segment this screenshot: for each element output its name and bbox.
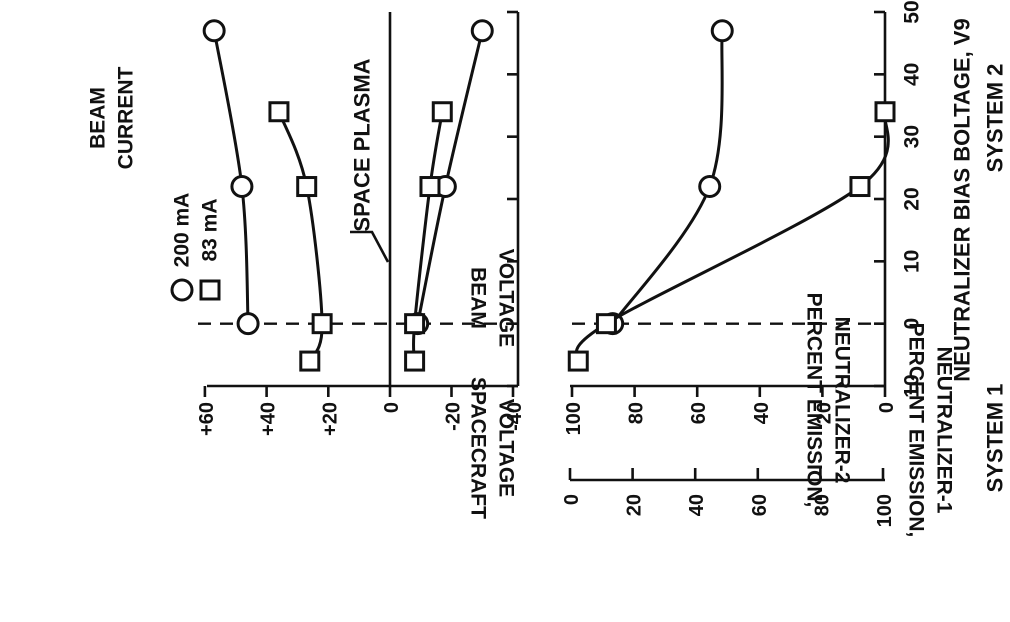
emission-square-point	[849, 176, 871, 198]
bias-tick-label: 10	[901, 374, 924, 397]
neutralizer-1-label-line-1: PERCENT EMISSION,	[905, 323, 928, 538]
bias-tick-label: 50	[901, 0, 924, 23]
beam-tick-label: +20	[319, 402, 341, 436]
system-2-label: SYSTEM 2	[983, 64, 1008, 173]
neutralizer-2-tick-label: 40	[751, 402, 773, 424]
beam-tick-label: 0	[381, 402, 403, 413]
neutralizer-1-tick-label: 60	[749, 494, 771, 516]
beam-square-point	[268, 101, 290, 123]
beam-square-point	[299, 350, 321, 372]
beam-square-point	[311, 313, 333, 335]
beam-circle-point	[236, 312, 260, 336]
neutralizer-1-tick-label: 100	[874, 494, 896, 527]
emission-square-point	[595, 313, 617, 335]
system-1-label: SYSTEM 1	[983, 384, 1008, 493]
spacecraft-square-curve	[411, 111, 444, 362]
spacecraft-square-point	[404, 350, 426, 372]
bias-tick-label: 0	[901, 318, 924, 330]
beam-square-curve	[277, 111, 324, 362]
beam-tick-label: +40	[258, 402, 280, 436]
neutralizer-2-tick-label: 80	[626, 402, 648, 424]
neutralizer-2-tick-label: 0	[876, 402, 898, 413]
spacecraft-voltage-label-line-1: SPACECRAFT	[467, 377, 490, 519]
beam-tick-label: +60	[196, 402, 218, 436]
spacecraft-circle-point	[470, 19, 494, 43]
legend-marker-square-icon	[199, 279, 221, 301]
neutralizer-2-tick-label: 20	[813, 402, 835, 424]
bias-tick-label: 40	[901, 63, 924, 86]
spacecraft-tick-label: -40	[504, 402, 526, 431]
neutralizer-1-label-line-2: NEUTRALIZER-1	[933, 347, 956, 514]
neutralizer-2-label-line-1: PERCENT EMISSION,	[803, 293, 826, 508]
legend-marker-circle-icon	[170, 278, 194, 302]
bias-tick-label: 10	[901, 250, 924, 273]
emission-circle-point	[698, 175, 722, 199]
legend-title-line-2: CURRENT	[115, 67, 138, 170]
emission-square-point	[874, 101, 896, 123]
spacecraft-square-point	[431, 101, 453, 123]
beam-circle-point	[230, 175, 254, 199]
legend-label-2: 83 mA	[199, 198, 222, 261]
beam-square-point	[296, 176, 318, 198]
emission-square-curve	[575, 111, 890, 362]
neutralizer-1-tick-label: 80	[811, 494, 833, 516]
neutralizer-2-label-line-2: NEUTRALIZER-2	[831, 317, 854, 484]
bias-tick-label: 30	[901, 125, 924, 148]
beam-voltage-label-line-1: BEAM	[467, 267, 490, 329]
spacecraft-voltage-label-line-2: VOLTAGE	[495, 399, 518, 497]
legend-label-1: 200 mA	[171, 193, 194, 268]
neutralizer-2-tick-label: 60	[688, 402, 710, 424]
spacecraft-tick-label: -20	[443, 402, 465, 431]
bias-axis-label: NEUTRALIZER BIAS BOLTAGE, V9	[950, 18, 975, 381]
beam-circle-point	[202, 19, 226, 43]
space-plasma-label: SPACE PLASMA	[350, 58, 375, 231]
spacecraft-square-point	[404, 313, 426, 335]
emission-circle-point	[710, 19, 734, 43]
emission-square-point	[567, 350, 589, 372]
neutralizer-1-tick-label: 20	[624, 494, 646, 516]
bias-tick-label: 20	[901, 187, 924, 210]
space-plasma-leader	[350, 230, 390, 263]
spacecraft-square-point	[419, 176, 441, 198]
neutralizer-2-tick-label: 100	[563, 402, 585, 435]
neutralizer-1-tick-label: 0	[561, 494, 583, 505]
neutralizer-1-tick-label: 40	[686, 494, 708, 516]
legend-title-line-1: BEAM	[87, 87, 110, 149]
beam-voltage-label-line-2: VOLTAGE	[495, 249, 518, 347]
